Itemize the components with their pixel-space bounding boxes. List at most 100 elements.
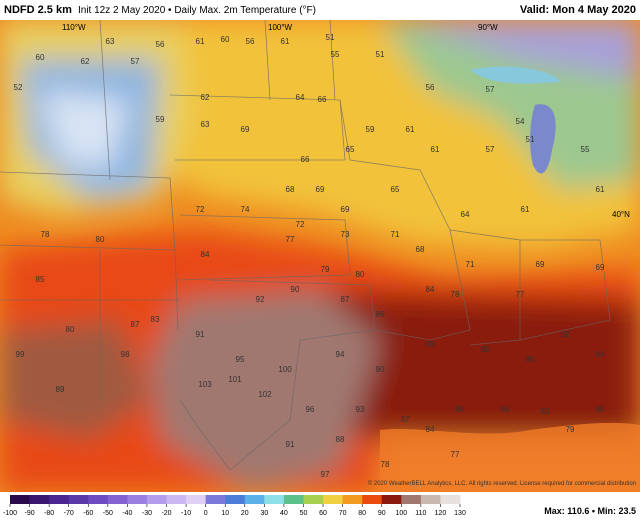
station-value: 68 bbox=[416, 245, 425, 254]
colorbar-segment bbox=[146, 495, 168, 504]
station-value: 56 bbox=[426, 83, 435, 92]
colorbar-segment bbox=[362, 495, 383, 504]
colorbar-label: 30 bbox=[260, 510, 268, 517]
station-value: 64 bbox=[461, 210, 470, 219]
station-value: 51 bbox=[526, 135, 535, 144]
station-value: 80 bbox=[66, 325, 75, 334]
station-value: 77 bbox=[516, 290, 525, 299]
station-value: 69 bbox=[341, 205, 350, 214]
station-value: 69 bbox=[241, 125, 250, 134]
station-values: 63 56 61 60 56 61 51 55 51 60 62 57 52 59 62 64 66 56 57 54… bbox=[14, 33, 605, 479]
station-value: 94 bbox=[336, 350, 345, 359]
station-value: 59 bbox=[156, 115, 165, 124]
station-value: 89 bbox=[56, 385, 65, 394]
colorbar-segment bbox=[323, 495, 344, 504]
colorbar-label: 120 bbox=[435, 510, 447, 517]
station-value: 84 bbox=[426, 285, 435, 294]
station-value: 77 bbox=[286, 235, 295, 244]
station-value: 60 bbox=[221, 35, 230, 44]
station-value: 68 bbox=[286, 185, 295, 194]
valid-time: Valid: Mon 4 May 2020 bbox=[520, 4, 636, 16]
colorbar-label: -40 bbox=[122, 510, 132, 517]
colorbar: -100 -90 -80 -70 -60 -50 -40 -30 -20 -10 0 10 20 30 40… bbox=[3, 495, 466, 517]
borders bbox=[0, 20, 611, 471]
station-value: 90 bbox=[291, 285, 300, 294]
max-min: Max: 110.6 • Min: 23.5 bbox=[544, 506, 636, 516]
station-value: 80 bbox=[596, 405, 605, 414]
station-value: 96 bbox=[306, 405, 315, 414]
header-bar bbox=[0, 0, 640, 20]
station-value: 77 bbox=[451, 450, 460, 459]
station-value: 52 bbox=[14, 83, 23, 92]
station-value: 54 bbox=[516, 117, 525, 126]
lon-label: 90°W bbox=[478, 23, 498, 32]
station-value: 88 bbox=[336, 435, 345, 444]
station-value: 63 bbox=[106, 37, 115, 46]
lat-label: 40°N bbox=[612, 210, 630, 219]
station-value: 63 bbox=[201, 120, 210, 129]
colorbar-segment bbox=[401, 495, 422, 504]
colorbar-segment bbox=[381, 495, 402, 504]
colorbar-segment bbox=[88, 495, 109, 504]
colorbar-label: 40 bbox=[280, 510, 288, 517]
station-value: 84 bbox=[201, 250, 210, 259]
station-value: 51 bbox=[376, 50, 385, 59]
station-value: 61 bbox=[521, 205, 530, 214]
station-value: 71 bbox=[466, 260, 475, 269]
station-value: 61 bbox=[406, 125, 415, 134]
station-value: 79 bbox=[321, 265, 330, 274]
colorbar-label: 50 bbox=[300, 510, 308, 517]
colorbar-segment bbox=[440, 495, 461, 504]
station-value: 55 bbox=[581, 145, 590, 154]
station-value: 62 bbox=[201, 93, 210, 102]
station-value: 64 bbox=[296, 93, 305, 102]
station-value: 71 bbox=[391, 230, 400, 239]
station-value: 56 bbox=[246, 37, 255, 46]
colorbar-label: 0 bbox=[204, 510, 208, 517]
station-value: 72 bbox=[296, 220, 305, 229]
colorbar-segment bbox=[166, 495, 187, 504]
station-value: 80 bbox=[356, 270, 365, 279]
station-value: 87 bbox=[401, 415, 410, 424]
station-value: 102 bbox=[258, 390, 272, 399]
station-value: 93 bbox=[356, 405, 365, 414]
station-value: 99 bbox=[16, 350, 25, 359]
station-value: 62 bbox=[81, 57, 90, 66]
station-value: 101 bbox=[228, 375, 242, 384]
colorbar-segment bbox=[186, 495, 207, 504]
colorbar-label: 100 bbox=[395, 510, 407, 517]
colorbar-segment bbox=[342, 495, 363, 504]
colorbar-segment bbox=[303, 495, 324, 504]
station-value: 95 bbox=[236, 355, 245, 364]
colorbar-segment bbox=[10, 495, 31, 504]
colorbar-label: 10 bbox=[221, 510, 229, 517]
station-value: 65 bbox=[391, 185, 400, 194]
colorbar-label: 90 bbox=[378, 510, 386, 517]
station-value: 61 bbox=[596, 185, 605, 194]
colorbar-segment bbox=[127, 495, 148, 504]
station-value: 79 bbox=[566, 425, 575, 434]
colorbar-label: -30 bbox=[142, 510, 152, 517]
station-value: 69 bbox=[536, 260, 545, 269]
station-value: 59 bbox=[366, 125, 375, 134]
colorbar-segment bbox=[225, 495, 246, 504]
station-value: 69 bbox=[316, 185, 325, 194]
station-value: 74 bbox=[241, 205, 250, 214]
station-value: 103 bbox=[198, 380, 212, 389]
station-value: 90 bbox=[376, 365, 385, 374]
colorbar-label: 20 bbox=[241, 510, 249, 517]
station-value: 85 bbox=[456, 405, 465, 414]
station-value: 88 bbox=[426, 340, 435, 349]
station-value: 57 bbox=[486, 85, 495, 94]
lake-michigan bbox=[530, 104, 556, 174]
colorbar-label: -20 bbox=[161, 510, 171, 517]
station-value: 91 bbox=[286, 440, 295, 449]
colorbar-label: 110 bbox=[415, 510, 426, 517]
station-value: 73 bbox=[341, 230, 350, 239]
station-value: 84 bbox=[596, 350, 605, 359]
colorbar-label: 60 bbox=[319, 510, 327, 517]
station-value: 72 bbox=[196, 205, 205, 214]
station-value: 51 bbox=[326, 33, 335, 42]
lon-label: 110°W bbox=[62, 23, 86, 32]
